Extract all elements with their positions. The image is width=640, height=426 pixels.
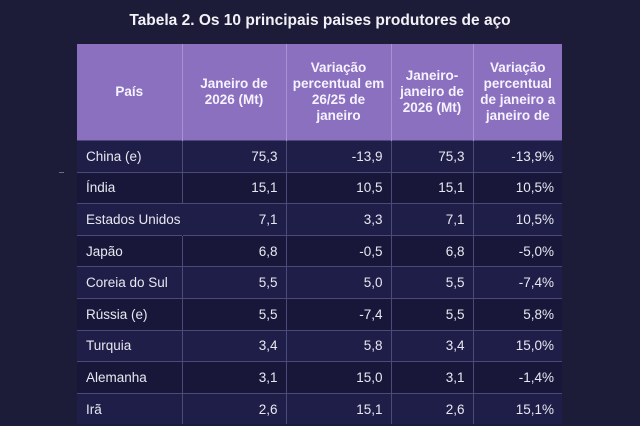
country-cell: Coreia do Sul [77,266,182,299]
value-cell: 15,1 [285,392,391,425]
country-cell: Japão [77,234,182,267]
value-cell: 5,8 [285,329,391,362]
value-cell: -0,5 [285,234,391,267]
value-cell: 3,1 [181,361,286,394]
value-cell: 7,1 [182,203,286,236]
column-header: Variação percentual em 26/25 de janeiro [285,44,391,141]
value-cell: 5,5 [390,266,473,299]
column-header: Janeiro de 2026 (Mt) [181,44,286,141]
column-header: País [77,44,182,141]
table-row: Japão 6,8 -0,5 6,8 -5,0% [77,234,562,267]
table-row: China (e) 75,3 -13,9 75,3 -13,9% [77,140,562,173]
country-cell: Rússia (e) [77,297,182,331]
table-row: Rússia (e) 5,5 -7,4 5,5 5,8% [77,297,562,331]
country-cell: Índia [77,171,182,204]
value-cell: 3,3 [285,203,391,236]
value-cell: 6,8 [390,234,473,267]
value-cell: 6,8 [181,234,286,267]
value-cell: -5,0% [472,234,562,267]
divider [59,172,64,173]
table-row: Irã 2,6 15,1 2,6 15,1% [77,392,562,425]
value-cell: 15,0 [285,361,391,394]
column-header: Janeiro-janeiro de 2026 (Mt) [390,44,473,141]
value-cell: 5,0 [285,266,391,299]
table-row: Estados Unidos 7,1 3,3 7,1 10,5% [77,203,562,236]
table-header-row: País Janeiro de 2026 (Mt) Variação perce… [77,44,562,141]
table-row: Índia 15,1 10,5 15,1 10,5% [77,171,562,204]
value-cell: -1,4% [472,361,562,394]
value-cell: 75,3 [181,140,286,173]
country-cell: Alemanha [77,361,182,394]
table-title: Tabela 2. Os 10 principais paises produt… [129,12,511,29]
value-cell: 5,5 [181,266,286,299]
country-cell: China (e) [77,140,182,173]
value-cell: 15,1% [472,392,562,425]
table-row: Turquia 3,4 5,8 3,4 15,0% [77,329,562,362]
value-cell: -7,4% [472,266,562,299]
country-cell: Estados Unidos [77,203,182,236]
value-cell: 15,1 [181,171,286,204]
value-cell: 75,3 [390,140,473,173]
table-row: Alemanha 3,1 15,0 3,1 -1,4% [77,361,562,394]
country-cell: Irã [77,392,182,425]
value-cell: 5,5 [181,297,286,331]
value-cell: 3,4 [181,329,286,362]
value-cell: -13,9 [285,140,391,173]
value-cell: 10,5% [472,203,562,236]
value-cell: 5,8% [472,297,562,331]
value-cell: 15,0% [472,329,562,362]
value-cell: 15,1 [390,171,473,204]
value-cell: 2,6 [181,392,286,425]
value-cell: 3,4 [390,329,473,362]
value-cell: 7,1 [390,203,473,236]
value-cell: 10,5 [285,171,391,204]
table-row: Coreia do Sul 5,5 5,0 5,5 -7,4% [77,266,562,299]
value-cell: -7,4 [285,297,391,331]
value-cell: 3,1 [390,361,473,394]
value-cell: 10,5% [472,171,562,204]
value-cell: 2,6 [390,392,473,425]
value-cell: -13,9% [472,140,562,173]
column-header: Variação percentual de janeiro a janeiro… [472,44,562,141]
steel-producers-table: País Janeiro de 2026 (Mt) Variação perce… [77,44,562,425]
value-cell: 5,5 [390,297,473,331]
country-cell: Turquia [77,329,182,362]
